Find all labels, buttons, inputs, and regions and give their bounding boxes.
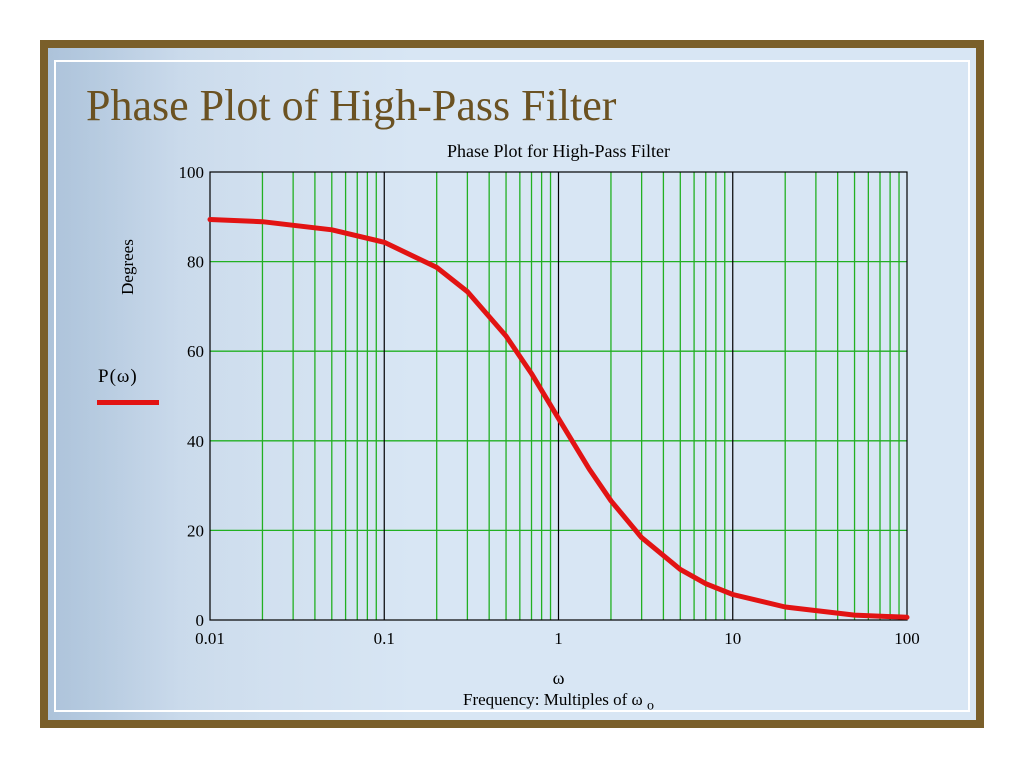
y-tick-label: 20 (187, 521, 204, 540)
x-axis-label-text: Frequency: Multiples of ω (463, 690, 643, 709)
x-axis-label-subscript: o (647, 698, 654, 714)
x-tick-label: 0.1 (374, 629, 395, 648)
x-tick-label: 1 (554, 629, 563, 648)
legend-label: P(ω) (98, 366, 138, 387)
grid-layer (210, 172, 907, 620)
curve-layer (207, 217, 910, 620)
x-axis-symbol: ω (552, 668, 565, 688)
y-tick-label: 80 (187, 253, 204, 272)
legend-swatch (97, 400, 159, 405)
y-tick-label: 0 (196, 611, 205, 630)
x-tick-label: 0.01 (195, 629, 225, 648)
y-tick-label: 40 (187, 432, 204, 451)
tick-labels: 0.01 0.1 1 10 100 0 20 40 60 80 100 (179, 163, 920, 648)
y-tick-label: 100 (179, 163, 205, 182)
plot-frame (209, 171, 908, 621)
x-tick-label: 10 (724, 629, 741, 648)
phase-curve (207, 217, 910, 620)
column-decoration (48, 48, 268, 720)
slide-title: Phase Plot of High-Pass Filter (86, 81, 617, 130)
x-axis-label: Frequency: Multiples of ω o (210, 690, 907, 714)
y-tick-label: 60 (187, 342, 204, 361)
chart-title: Phase Plot for High-Pass Filter (447, 141, 670, 161)
plot-border (209, 171, 908, 621)
x-tick-label: 100 (894, 629, 920, 648)
